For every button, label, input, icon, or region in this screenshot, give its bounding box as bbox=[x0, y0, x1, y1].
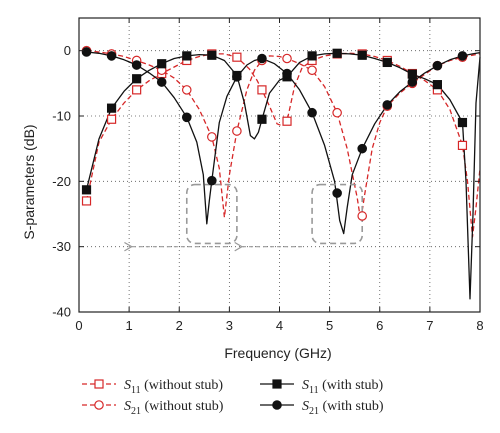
data-point-s21_with bbox=[207, 175, 217, 186]
x-tick-label: 6 bbox=[376, 318, 383, 333]
data-point-s11_with bbox=[132, 74, 142, 84]
data-point-s21_without bbox=[232, 126, 242, 136]
data-point-s21_without bbox=[282, 53, 292, 64]
data-point-s21_without bbox=[207, 132, 217, 142]
y-tick-label: 0 bbox=[64, 43, 71, 58]
y-tick-label: -30 bbox=[52, 239, 71, 254]
data-point-s21_with bbox=[257, 53, 267, 64]
data-point-s21_with bbox=[131, 60, 142, 70]
data-point-s11_with bbox=[182, 51, 192, 61]
data-point-s11_without bbox=[81, 196, 92, 206]
x-tick-label: 4 bbox=[276, 318, 283, 333]
data-point-s21_without bbox=[357, 211, 368, 221]
x-tick-label: 8 bbox=[476, 318, 483, 333]
data-point-s11_with bbox=[457, 117, 468, 128]
data-point-s21_with bbox=[432, 60, 443, 71]
annotations bbox=[124, 183, 364, 252]
data-point-s21_with bbox=[81, 47, 92, 57]
x-tick-label: 0 bbox=[75, 318, 82, 333]
data-point-s11_with bbox=[307, 51, 317, 61]
data-point-s21_with bbox=[357, 143, 368, 154]
data-point-s11_with bbox=[207, 50, 217, 60]
data-point-s11_with bbox=[157, 59, 167, 69]
x-tick-label: 2 bbox=[176, 318, 183, 333]
y-tick-label: -20 bbox=[52, 174, 71, 189]
data-point-s11_with bbox=[357, 50, 367, 60]
data-point-s21_without bbox=[332, 107, 342, 118]
data-point-s21_with bbox=[106, 51, 117, 61]
data-point-s21_with bbox=[382, 100, 393, 110]
y-axis-label: S-parameters (dB) bbox=[21, 124, 37, 239]
legend-marker bbox=[94, 379, 104, 389]
data-point-s21_with bbox=[407, 77, 418, 87]
legend-label: S21 (without stub) bbox=[124, 399, 224, 417]
x-tick-label: 3 bbox=[226, 318, 233, 333]
legend-entry-s21_with: S21 (with stub) bbox=[260, 399, 384, 417]
data-point-s21_without bbox=[181, 85, 192, 95]
data-point-s11_with bbox=[382, 57, 392, 68]
data-point-s11_without bbox=[232, 52, 242, 62]
data-point-s21_with bbox=[181, 112, 192, 123]
legend-marker bbox=[94, 400, 104, 410]
data-point-s21_with bbox=[332, 188, 342, 198]
x-axis-label: Frequency (GHz) bbox=[224, 345, 331, 361]
series-line-s21_with bbox=[86, 51, 481, 235]
data-point-s21_with bbox=[457, 51, 468, 61]
y-tick-label: -10 bbox=[52, 109, 71, 124]
data-point-s11_with bbox=[106, 103, 117, 113]
data-point-s11_without bbox=[457, 140, 468, 150]
data-point-s11_with bbox=[407, 69, 417, 79]
legend-entry-s21_without: S21 (without stub) bbox=[82, 399, 224, 417]
data-point-s21_with bbox=[232, 72, 242, 82]
data-point-s11_with bbox=[257, 114, 267, 124]
legend-entry-s11_with: S11 (with stub) bbox=[260, 378, 384, 396]
markers bbox=[81, 45, 468, 221]
data-point-s21_with bbox=[307, 107, 317, 118]
data-point-s11_with bbox=[432, 80, 442, 90]
legend-entry-s11_without: S11 (without stub) bbox=[82, 378, 223, 396]
data-point-s21_with bbox=[156, 77, 167, 87]
series-line-s11_with bbox=[85, 52, 481, 300]
x-tick-label: 7 bbox=[426, 318, 433, 333]
data-point-s11_without bbox=[106, 114, 117, 124]
axes: 0 1 2 3 4 5 6 7 8 0 -10 -20 -30 -40 bbox=[52, 17, 484, 333]
data-point-s11_without bbox=[132, 85, 142, 95]
curves bbox=[85, 50, 481, 300]
legend-label: S11 (with stub) bbox=[302, 378, 384, 396]
legend-marker bbox=[272, 379, 282, 389]
legend: S11 (without stub) S21 (without stub) S11 … bbox=[82, 378, 384, 417]
data-point-s11_without bbox=[257, 85, 267, 95]
legend-label: S21 (with stub) bbox=[302, 399, 384, 417]
data-point-s11_with bbox=[81, 185, 92, 195]
legend-label: S11 (without stub) bbox=[124, 378, 223, 396]
data-point-s21_without bbox=[307, 65, 317, 76]
data-point-s11_without bbox=[282, 116, 292, 126]
data-point-s21_with bbox=[282, 68, 292, 79]
x-tick-label: 5 bbox=[326, 318, 333, 333]
data-point-s11_with bbox=[332, 48, 342, 58]
x-tick-label: 1 bbox=[126, 318, 133, 333]
legend-marker bbox=[272, 400, 282, 410]
y-tick-label: -40 bbox=[52, 305, 71, 320]
